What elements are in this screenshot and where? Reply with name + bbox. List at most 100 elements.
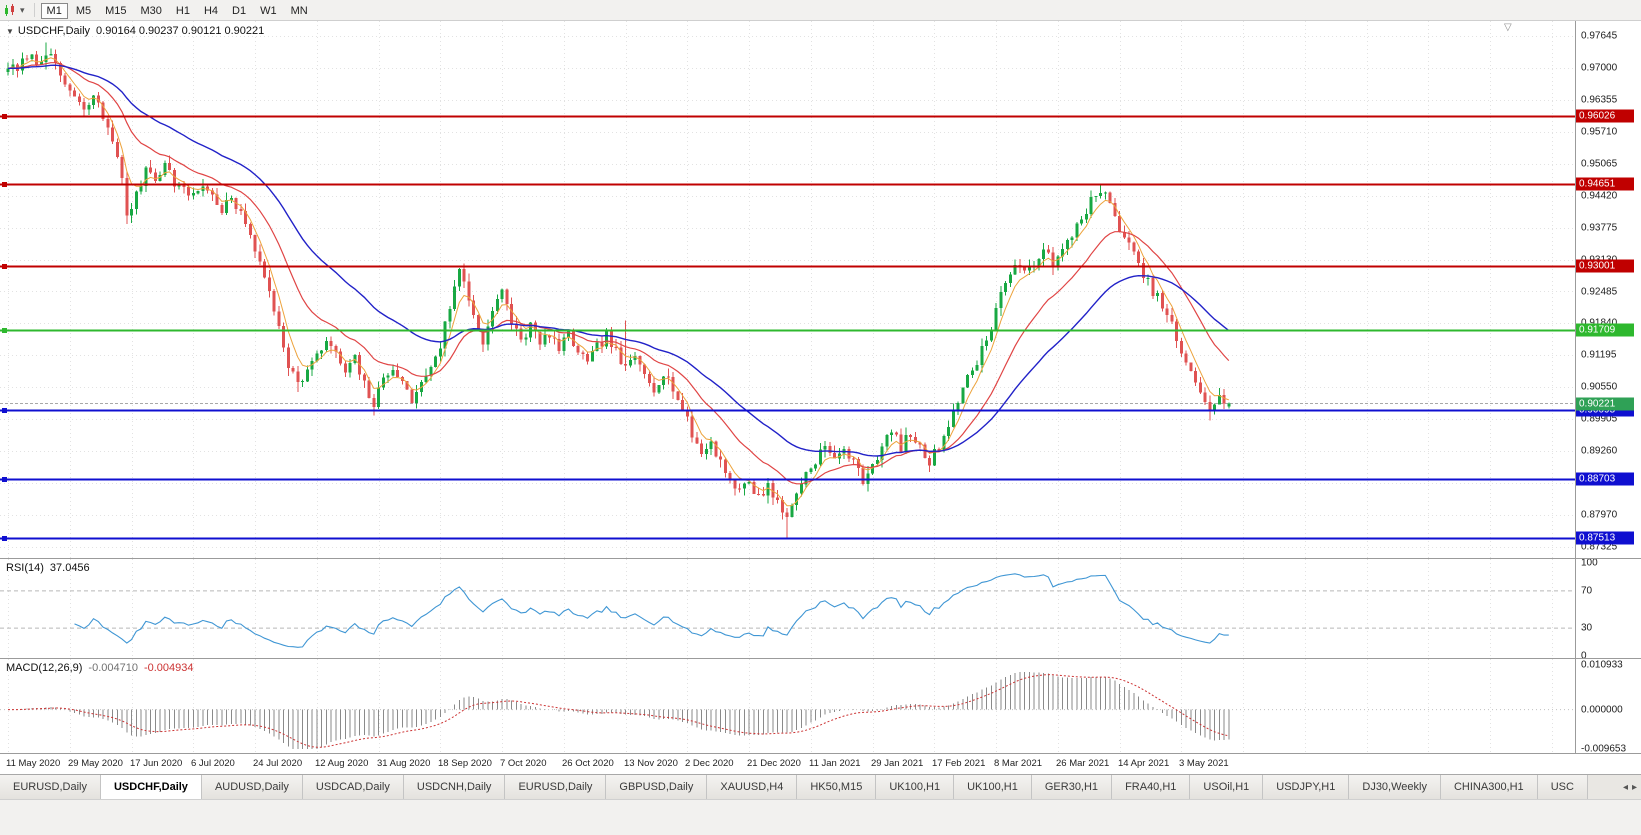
chart-tabs-bar: EURUSD,Daily USDCHF,Daily AUDUSD,Daily USDC…	[0, 774, 1641, 799]
chart-tab-fra40-h1[interactable]: FRA40,H1	[1112, 775, 1191, 799]
timeframe-h1-button[interactable]: H1	[175, 5, 190, 17]
timeframe-d1-button[interactable]: D1	[232, 5, 247, 17]
chart-tab-eurusd-daily[interactable]: EURUSD,Daily	[0, 775, 101, 799]
chart-tab-usdcad-daily[interactable]: USDCAD,Daily	[302, 775, 404, 799]
chart-type-dropdown-icon[interactable]: ▾	[20, 4, 25, 15]
rsi-line	[74, 573, 1229, 648]
chart-ohlc-values: 0.90164 0.90237 0.90121 0.90221	[96, 25, 265, 37]
chart-title: ▼ USDCHF,Daily 0.90164 0.90237 0.90121 0.9…	[6, 25, 264, 37]
date-tick: 26 Oct 2020	[562, 758, 614, 769]
chart-tab-gbpusd-daily[interactable]: GBPUSD,Daily	[606, 775, 708, 799]
chart-tab-xauusd-h4[interactable]: XAUUSD,H4	[707, 775, 798, 799]
date-tick: 24 Jul 2020	[253, 758, 303, 769]
candlesticks	[6, 42, 1231, 538]
chart-tab-hk50-m15[interactable]: HK50,M15	[797, 775, 877, 799]
date-tick: 29 Jan 2021	[871, 758, 924, 769]
ma-5-line[interactable]	[7, 57, 1229, 507]
date-tick: 31 Aug 2020	[377, 758, 431, 769]
price-tick: 0.91195	[1581, 349, 1617, 361]
support-price-label: 0.87513	[1576, 531, 1634, 545]
chart-symbol-label: USDCHF,Daily	[17, 25, 91, 37]
chart-tab-usdjpy-h1[interactable]: USDJPY,H1	[1263, 775, 1350, 799]
price-tick: 0.94420	[1581, 190, 1618, 202]
date-tick: 17 Jun 2020	[130, 758, 183, 769]
support-price-label: 0.88703	[1576, 472, 1634, 486]
timeframe-mn-button[interactable]: MN	[290, 5, 308, 17]
chart-tab-audusd-daily[interactable]: AUDUSD,Daily	[201, 775, 303, 799]
resistance-line[interactable]	[0, 182, 1575, 187]
price-tick: 0.92485	[1581, 286, 1618, 297]
chart-tab-usdchf-daily[interactable]: USDCHF,Daily	[100, 775, 202, 799]
macd-name: MACD(12,26,9)	[6, 662, 83, 674]
chart-tab-dj30-weekly[interactable]: DJ30,Weekly	[1349, 775, 1441, 799]
ma-40-line[interactable]	[7, 64, 1230, 457]
chart-type-icon[interactable]	[4, 3, 19, 17]
chart-tab-uk100-h1[interactable]: UK100,H1	[954, 775, 1032, 799]
ma-18-line[interactable]	[7, 62, 1230, 485]
date-tick: 2 Dec 2020	[685, 758, 734, 769]
timeframe-h4-button[interactable]: H4	[203, 5, 219, 17]
panel-separator[interactable]	[0, 658, 1641, 659]
date-tick: 11 May 2020	[6, 758, 61, 769]
chart-tab-usc[interactable]: USC	[1537, 775, 1588, 799]
price-tick: 0.97000	[1581, 62, 1618, 74]
chart-tab-uk100-h1[interactable]: UK100,H1	[876, 775, 955, 799]
chart-tab-eurusd-daily[interactable]: EURUSD,Daily	[505, 775, 607, 799]
date-tick: 6 Jul 2020	[191, 758, 235, 769]
rsi-scale-tick: 100	[1581, 557, 1598, 569]
tab-scroll-right-icon[interactable]: ▸	[1631, 781, 1637, 793]
price-tick: 0.87325	[1581, 541, 1618, 553]
chart-tab-ger30-h1[interactable]: GER30,H1	[1031, 775, 1113, 799]
chart-shift-marker[interactable]: ▽	[1504, 22, 1512, 33]
timeframe-m15-button[interactable]: M15	[105, 5, 127, 17]
price-tick: 0.93775	[1581, 222, 1618, 234]
price-tick: 0.89260	[1581, 445, 1618, 457]
bid-price-label: 0.90221	[1576, 397, 1634, 410]
resistance-line[interactable]	[0, 114, 1575, 119]
chart-tab-usoil-h1[interactable]: USOil,H1	[1190, 775, 1264, 799]
time-axis[interactable]: 11 May 2020 29 May 2020 17 Jun 2020 6 Jul 2…	[0, 754, 1575, 774]
macd-indicator-canvas[interactable]	[0, 659, 1575, 753]
price-tick: 0.95065	[1581, 158, 1618, 170]
date-tick: 21 Dec 2020	[747, 758, 801, 769]
timeframe-m1-button[interactable]: M1	[40, 3, 68, 19]
price-tick: 0.90550	[1581, 381, 1618, 393]
rsi-scale-tick: 0	[1581, 650, 1587, 662]
timeframe-buttons: M1 M5 M15 M30 H1 H4 D1 W1 MN	[40, 1, 315, 19]
timeframe-w1-button[interactable]: W1	[260, 5, 277, 17]
toolbar-separator	[33, 3, 35, 17]
macd-histogram	[12, 671, 1230, 749]
date-tick: 17 Feb 2021	[932, 758, 986, 769]
price-tick: 0.95710	[1581, 126, 1618, 138]
resistance-price-label: 0.93001	[1576, 259, 1634, 273]
rsi-value: 37.0456	[49, 562, 90, 574]
support-line[interactable]	[0, 408, 1575, 413]
date-tick: 14 Apr 2021	[1118, 758, 1170, 769]
date-tick: 3 May 2021	[1179, 758, 1229, 769]
date-tick: 29 May 2020	[68, 758, 123, 769]
timeframe-m5-button[interactable]: M5	[75, 5, 92, 17]
resistance-line[interactable]	[0, 264, 1575, 269]
resistance-price-label: 0.94651	[1576, 177, 1634, 191]
macd-main-value: -0.004710	[88, 662, 138, 674]
macd-scale-tick: -0.009653	[1581, 743, 1627, 755]
price-chart-canvas[interactable]	[0, 21, 1575, 558]
tab-scroll-left-icon[interactable]: ◂	[1622, 781, 1628, 793]
support-line[interactable]	[0, 536, 1575, 541]
pivot-price-label: 0.91709	[1576, 323, 1634, 337]
panel-separator[interactable]	[0, 558, 1641, 559]
chart-collapse-icon[interactable]: ▼	[6, 27, 14, 36]
timeframe-m30-button[interactable]: M30	[140, 5, 162, 17]
pivot-line[interactable]	[0, 328, 1575, 333]
date-tick: 11 Jan 2021	[809, 758, 861, 769]
rsi-indicator-canvas[interactable]	[0, 559, 1575, 658]
date-tick: 8 Mar 2021	[994, 758, 1043, 769]
rsi-label: RSI(14) 37.0456	[6, 562, 90, 574]
chart-tab-usdcnh-daily[interactable]: USDCNH,Daily	[403, 775, 506, 799]
price-axis[interactable]: 0.97645 0.97000 0.96355 0.95710 0.95065 0.944…	[1575, 21, 1641, 755]
support-line[interactable]	[0, 477, 1575, 482]
resistance-price-label: 0.96026	[1576, 109, 1634, 123]
date-tick: 18 Sep 2020	[438, 758, 492, 769]
rsi-scale-tick: 30	[1581, 622, 1593, 634]
chart-tab-china300-h1[interactable]: CHINA300,H1	[1440, 775, 1538, 799]
